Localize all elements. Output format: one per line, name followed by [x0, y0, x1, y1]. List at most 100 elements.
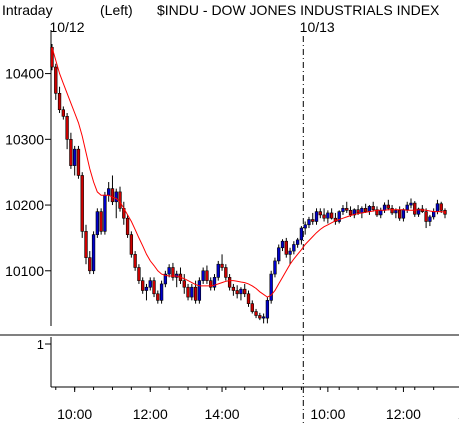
price-tick-label: 10400 — [5, 66, 44, 82]
candle-body — [114, 191, 118, 203]
candle-body — [88, 257, 92, 272]
candle-body — [201, 270, 205, 281]
price-axis: 10100 10200 10300 10400 — [5, 66, 51, 279]
candle-body — [246, 293, 251, 304]
candle-body — [363, 208, 368, 212]
candle-body — [167, 267, 171, 275]
candle-body — [99, 211, 103, 232]
candle-body — [397, 210, 402, 219]
candle-body — [337, 211, 341, 222]
candle-body — [209, 280, 213, 288]
candle-body — [439, 203, 443, 211]
candle-body — [133, 254, 137, 268]
candle-body — [390, 208, 394, 214]
candle-body — [367, 206, 372, 212]
chart-title: $INDU - DOW JONES INDUSTRIALS INDEX — [157, 2, 440, 18]
moving-average-line — [51, 47, 446, 298]
candle-body — [405, 204, 409, 210]
candle-body — [314, 211, 319, 222]
candle-body — [125, 217, 130, 235]
candle-body — [299, 227, 304, 241]
day-label: 10/12 — [49, 19, 84, 35]
price-tick-label: 10100 — [5, 263, 44, 279]
candle-body — [432, 211, 436, 218]
candle-body — [284, 240, 288, 255]
candle-body — [163, 273, 168, 285]
price-tick-label: 10300 — [5, 131, 44, 147]
candle-body — [416, 208, 421, 215]
candle-body — [212, 277, 217, 288]
candle-body — [428, 216, 432, 222]
candle-body — [61, 109, 65, 117]
candle-body — [76, 148, 81, 176]
candle-body — [386, 204, 390, 209]
candle-body — [352, 209, 356, 216]
candle-body — [235, 290, 239, 295]
candle-body — [239, 288, 243, 295]
candle-body — [292, 244, 296, 252]
candle-body — [394, 210, 398, 214]
candle-body — [224, 267, 228, 278]
time-axis: 10:00 12:00 14:00 10:00 12:00 14:00 — [55, 387, 459, 422]
candle-body — [311, 219, 315, 222]
candle-body — [375, 209, 379, 216]
time-tick-label: 10:00 — [310, 406, 345, 422]
candle-body — [171, 267, 175, 278]
candle-body — [295, 239, 300, 245]
candle-body — [84, 231, 88, 258]
price-tick-label: 10200 — [5, 197, 44, 213]
time-tick-label: 12:00 — [386, 406, 421, 422]
candle-body — [220, 263, 224, 268]
candle-body — [250, 303, 254, 312]
candle-body — [205, 270, 209, 281]
candle-body — [156, 293, 160, 301]
candle-body — [73, 148, 77, 166]
candle-body — [329, 212, 334, 219]
candle-body — [348, 210, 353, 216]
candle-body — [261, 316, 266, 319]
time-tick-label: 14:00 — [458, 406, 459, 422]
candle-body — [409, 202, 413, 206]
candle-body — [193, 286, 198, 301]
candle-body — [254, 311, 258, 316]
candlestick-series — [50, 44, 447, 324]
candle-body — [141, 280, 145, 291]
candle-body — [110, 188, 115, 203]
candle-body — [107, 188, 111, 196]
candle-body — [356, 209, 360, 214]
candle-body — [57, 93, 62, 111]
candle-body — [91, 234, 96, 272]
lower-panel: 1 — [37, 337, 51, 352]
scale-label: (Left) — [100, 2, 133, 18]
candle-body — [197, 280, 202, 301]
candle-body — [129, 234, 134, 255]
candle-body — [144, 286, 149, 291]
candle-body — [371, 206, 375, 210]
candle-body — [280, 240, 285, 249]
candle-body — [424, 211, 428, 222]
candle-body — [243, 288, 247, 295]
candle-body — [269, 273, 273, 301]
candle-body — [65, 116, 69, 140]
candle-body — [54, 66, 58, 94]
candle-body — [227, 277, 232, 288]
time-tick-label: 12:00 — [133, 406, 168, 422]
lower-tick-label: 1 — [37, 337, 44, 352]
candle-body — [258, 315, 262, 319]
candle-body — [95, 211, 100, 235]
candle-body — [265, 300, 270, 319]
candle-body — [435, 203, 440, 212]
candle-body — [159, 283, 164, 301]
candle-body — [152, 280, 156, 295]
candle-body — [401, 209, 406, 219]
candle-body — [118, 191, 122, 209]
chart-frames — [0, 30, 459, 388]
moving-average — [51, 47, 446, 298]
candle-body — [190, 286, 194, 298]
candle-body — [345, 208, 349, 211]
candle-body — [186, 286, 190, 298]
candle-body — [148, 280, 152, 288]
candle-body — [216, 263, 220, 278]
